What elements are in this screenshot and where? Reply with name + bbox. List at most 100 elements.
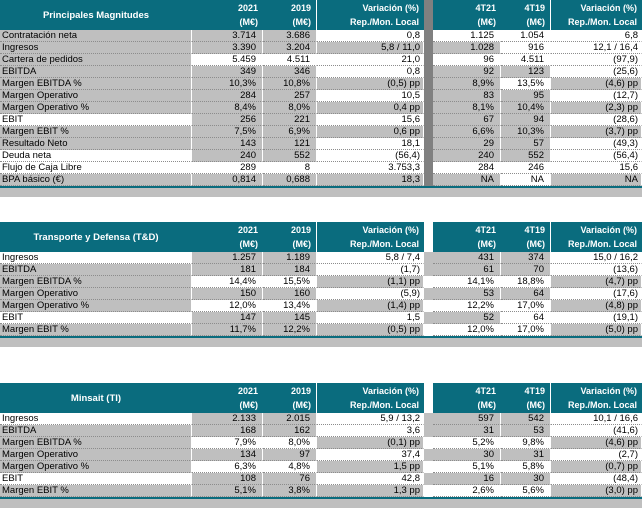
- value-cell: 10,8%: [263, 78, 317, 90]
- value-cell: 7,9%: [192, 437, 263, 449]
- table-row: EBITDA 168 162 3,6 31 53 (41,6): [0, 425, 642, 437]
- value-cell: 150: [192, 288, 263, 300]
- row-label: BPA básico (€): [0, 174, 192, 186]
- column-gap: [424, 288, 433, 300]
- value-cell: 257: [263, 90, 317, 102]
- value-cell: 8,9%: [433, 78, 501, 90]
- row-label: Margen EBITDA %: [0, 276, 192, 288]
- table-row: EBIT 147 145 1,5 52 64 (19,1): [0, 312, 642, 324]
- value-cell: 5,8 / 7,4: [317, 252, 424, 264]
- value-cell: 64: [501, 312, 551, 324]
- value-cell: (4,7) pp: [551, 276, 642, 288]
- row-label: Margen Operativo: [0, 90, 192, 102]
- table-row: Contratación neta 3.714 3.686 0,8 1.125 1.054…: [0, 30, 642, 42]
- column-header-unit: Rep./Mon. Local: [567, 17, 637, 27]
- value-cell: (12,7): [551, 90, 642, 102]
- column-header: 4T21 (M€): [433, 383, 501, 413]
- table-gap: [0, 347, 642, 383]
- table-row: Margen EBITDA % 10,3% 10,8% (0,5) pp 8,9% 13,…: [0, 78, 642, 90]
- value-cell: 16: [433, 473, 501, 485]
- table-minsait: Minsait (TI) 2021 (M€) 2019 (M€) Variación (%…: [0, 383, 642, 508]
- value-cell: 57: [501, 138, 551, 150]
- value-cell: (49,3): [551, 138, 642, 150]
- value-cell: 3.204: [263, 42, 317, 54]
- value-cell: 2.133: [192, 413, 263, 425]
- value-cell: 10,5: [317, 90, 424, 102]
- column-gap: [424, 383, 433, 413]
- column-header-period: Variación (%): [580, 225, 637, 235]
- value-cell: 8: [263, 162, 317, 174]
- value-cell: 160: [263, 288, 317, 300]
- value-cell: 374: [501, 252, 551, 264]
- value-cell: 3,8%: [263, 485, 317, 497]
- value-cell: 42,8: [317, 473, 424, 485]
- column-header: 2019 (M€): [263, 0, 317, 30]
- column-header: Variación (%) Rep./Mon. Local: [317, 0, 424, 30]
- row-label: EBITDA: [0, 425, 192, 437]
- value-cell: 6,3%: [192, 461, 263, 473]
- value-cell: 31: [501, 449, 551, 461]
- column-header: 2019 (M€): [263, 222, 317, 252]
- table-row: Margen EBIT % 5,1% 3,8% 1,3 pp 2,6% 5,6% (3,0)…: [0, 485, 642, 497]
- table-row: Margen EBIT % 7,5% 6,9% 0,6 pp 6,6% 10,3% (3,7…: [0, 126, 642, 138]
- column-header-unit: (M€): [526, 17, 546, 27]
- column-header-unit: Rep./Mon. Local: [567, 400, 637, 410]
- column-header-unit: Rep./Mon. Local: [349, 239, 419, 249]
- column-header: 4T19 (M€): [501, 222, 551, 252]
- table-row: Deuda neta 240 552 (56,4) 240 552 (56,4): [0, 150, 642, 162]
- value-cell: 4.511: [501, 54, 551, 66]
- column-gap: [424, 102, 433, 114]
- value-cell: 1,5 pp: [317, 461, 424, 473]
- value-cell: 256: [192, 114, 263, 126]
- value-cell: 10,4%: [501, 102, 551, 114]
- column-gap: [424, 473, 433, 485]
- value-cell: 145: [263, 312, 317, 324]
- value-cell: 15,6: [317, 114, 424, 126]
- table-row: Cartera de pedidos 5.459 4.511 21,0 96 4.511(…: [0, 54, 642, 66]
- value-cell: 13,4%: [263, 300, 317, 312]
- value-cell: 97: [263, 449, 317, 461]
- value-cell: 284: [433, 162, 501, 174]
- value-cell: 18,1: [317, 138, 424, 150]
- value-cell: 0,8: [317, 66, 424, 78]
- column-gap: [424, 42, 433, 54]
- row-label: EBITDA: [0, 264, 192, 276]
- value-cell: 10,1 / 16,6: [551, 413, 642, 425]
- value-cell: 5,2%: [433, 437, 501, 449]
- value-cell: 12,2%: [263, 324, 317, 336]
- table-row: Margen Operativo % 6,3% 4,8% 1,5 pp 5,1% 5,8%…: [0, 461, 642, 473]
- column-header: 4T19 (M€): [501, 0, 551, 30]
- table-row: Margen Operativo % 12,0% 13,4% (1,4) pp 12,2…: [0, 300, 642, 312]
- column-header-period: Variación (%): [362, 3, 419, 13]
- column-header: 4T21 (M€): [433, 0, 501, 30]
- value-cell: 15,0 / 16,2: [551, 252, 642, 264]
- column-gap: [424, 138, 433, 150]
- table-row: EBITDA 349 346 0,8 92 123 (25,6): [0, 66, 642, 78]
- column-header-unit: (M€): [526, 400, 546, 410]
- value-cell: 7,5%: [192, 126, 263, 138]
- column-header-unit: Rep./Mon. Local: [349, 17, 419, 27]
- column-header: Variación (%) Rep./Mon. Local: [551, 0, 642, 30]
- column-gap: [424, 485, 433, 497]
- value-cell: 13,5%: [501, 78, 551, 90]
- column-header-period: 4T21: [475, 3, 496, 13]
- value-cell: 3.686: [263, 30, 317, 42]
- value-cell: 5,1%: [192, 485, 263, 497]
- value-cell: 542: [501, 413, 551, 425]
- row-label: Ingresos: [0, 413, 192, 425]
- table-row: BPA básico (€) 0,814 0,688 18,3 NA NA NA: [0, 174, 642, 186]
- value-cell: (97,9): [551, 54, 642, 66]
- value-cell: 92: [433, 66, 501, 78]
- value-cell: 147: [192, 312, 263, 324]
- column-header-unit: (M€): [477, 239, 497, 249]
- value-cell: 134: [192, 449, 263, 461]
- table-row: Ingresos 2.133 2.015 5,9 / 13,2 597 542 10,1 /…: [0, 413, 642, 425]
- value-cell: 17,0%: [501, 300, 551, 312]
- column-header: Variación (%) Rep./Mon. Local: [551, 383, 642, 413]
- value-cell: 14,4%: [192, 276, 263, 288]
- table-footer-strip: [0, 186, 642, 197]
- row-label: Margen EBITDA %: [0, 78, 192, 90]
- value-cell: 12,2%: [433, 300, 501, 312]
- value-cell: 1.054: [501, 30, 551, 42]
- value-cell: (56,4): [317, 150, 424, 162]
